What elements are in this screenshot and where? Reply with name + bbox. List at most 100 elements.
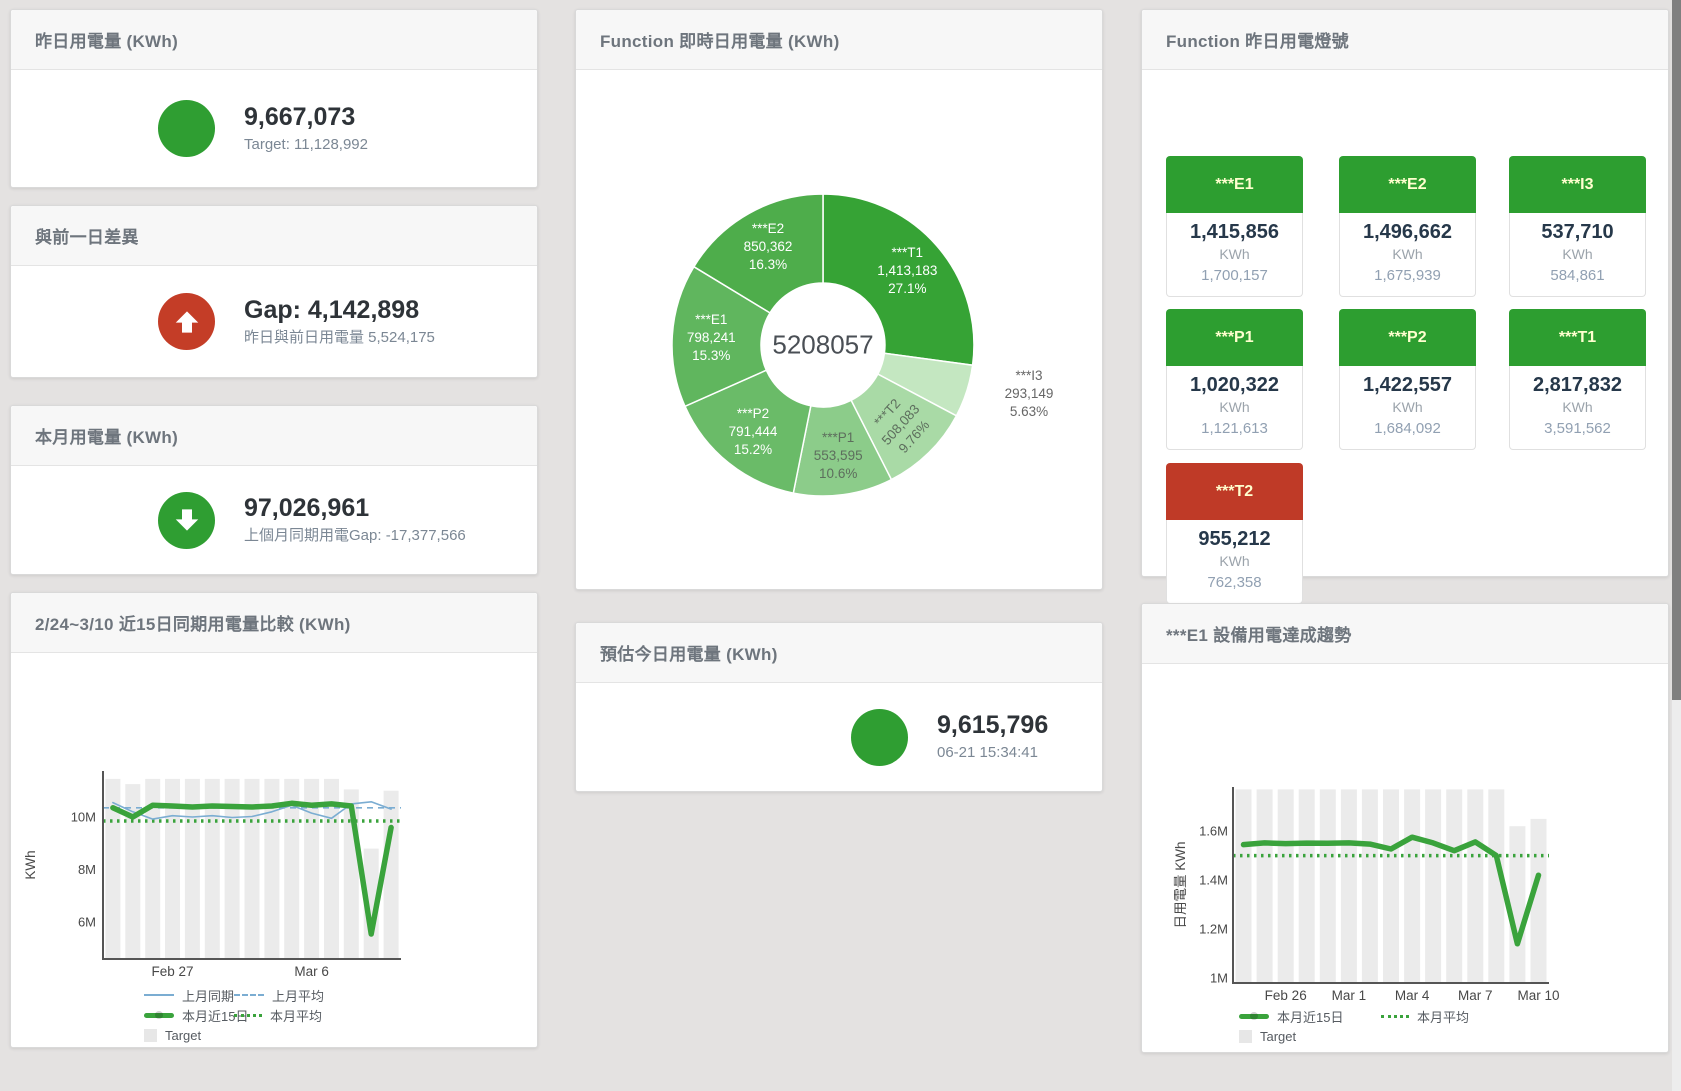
target-bar: [1277, 789, 1294, 983]
chart-area: 10M 8M 6M Feb 27 Mar 6 KWh 上月同期 上月平均 本月近15日 本月平均…: [11, 653, 537, 1047]
target-bar: [284, 778, 300, 959]
target-bar: [1383, 789, 1399, 983]
svg-text:1.4M: 1.4M: [1199, 873, 1228, 888]
legend-item-本月近15日[interactable]: 本月近15日: [1239, 1008, 1343, 1025]
svg-text:KWh: KWh: [23, 850, 38, 879]
tile-unit: KWh: [1392, 246, 1423, 262]
svg-text:Feb 27: Feb 27: [151, 964, 193, 979]
svg-text:Mar 6: Mar 6: [294, 964, 329, 979]
svg-text:1.6M: 1.6M: [1199, 824, 1228, 839]
panel-title: Function 昨日用電燈號: [1166, 32, 1349, 51]
svg-text:Mar 1: Mar 1: [1332, 988, 1367, 1003]
target-bar: [1509, 826, 1526, 983]
target-bar: [1446, 789, 1463, 983]
panel-yesterday-usage: 昨日用電量 (KWh) 9,667,073 Target: 11,128,992: [10, 9, 538, 188]
legend-item-本月平均[interactable]: 本月平均: [234, 1007, 323, 1024]
svg-text:Mar 10: Mar 10: [1517, 988, 1559, 1003]
light-tile-T2: ***T2 955,212 KWh 762,358: [1166, 463, 1303, 604]
legend-item-上月同期[interactable]: 上月同期: [144, 987, 234, 1004]
compare-legend: 上月同期 上月平均本月近15日 本月平均 Target: [11, 653, 537, 1047]
stat-subtitle: 06-21 15:34:41: [937, 744, 1038, 761]
stat-value: 9,615,796: [937, 711, 1049, 739]
panel-title: 本月用電量 (KWh): [35, 428, 179, 447]
panel-realtime-donut: Function 即時日用電量 (KWh) ***T1 1,413,183 27.1…: [575, 9, 1103, 590]
legend-swatch-thick: [1239, 1012, 1269, 1020]
stat-body: 9,615,796 06-21 15:34:41: [576, 683, 1102, 791]
stat-subtitle: 昨日與前日用電量 5,524,175: [244, 328, 435, 346]
panel-gap-prev-day: 與前一日差異 Gap: 4,142,898 昨日與前日用電量 5,524,175: [10, 205, 538, 378]
target-bar: [1488, 789, 1505, 983]
donut-slice-E2[interactable]: [692, 193, 824, 314]
svg-text:1M: 1M: [1210, 971, 1228, 986]
tile-value: 1,020,322: [1190, 374, 1279, 396]
svg-text:1.2M: 1.2M: [1199, 922, 1228, 937]
legend-item-本月平均[interactable]: 本月平均: [1381, 1008, 1469, 1025]
target-bar: [264, 778, 280, 959]
donut-slice-T1[interactable]: [822, 193, 975, 367]
panel-header: Function 即時日用電量 (KWh): [576, 10, 1102, 70]
tile-body: 1,496,662 KWh 1,675,939: [1339, 213, 1476, 297]
panel-header: 昨日用電量 (KWh): [11, 10, 537, 70]
tile-body: 537,710 KWh 584,861: [1509, 213, 1646, 297]
legend-item-上月平均[interactable]: 上月平均: [234, 987, 324, 1004]
stat-body: Gap: 4,142,898 昨日與前日用電量 5,524,175: [11, 266, 537, 377]
scrollbar-thumb[interactable]: [1672, 0, 1681, 700]
target-bar: [1298, 789, 1315, 983]
stat-value: Gap: 4,142,898: [244, 295, 420, 324]
tile-value: 1,422,557: [1363, 374, 1452, 396]
tile-target: 762,358: [1207, 574, 1262, 591]
tile-value: 1,496,662: [1363, 221, 1452, 243]
donut-slice-P2[interactable]: [684, 369, 812, 494]
light-tile-E2: ***E2 1,496,662 KWh 1,675,939: [1339, 156, 1476, 297]
donut-area: ***T1 1,413,183 27.1% ***I3 293,149 5.63% ***T…: [576, 70, 1102, 589]
legend-swatch-dotted: [1381, 1014, 1409, 1018]
stat-body: 97,026,961 上個月同期用電Gap: -17,377,566: [11, 466, 537, 574]
target-bar: [324, 778, 339, 959]
tile-target: 1,121,613: [1201, 420, 1268, 437]
target-bar: [145, 778, 161, 959]
lights-grid: ***E1 1,415,856 KWh 1,700,157 ***E2 1,496,662…: [1142, 70, 1668, 604]
target-bar: [204, 778, 220, 959]
tile-status-header: ***T1: [1509, 309, 1646, 366]
legend-item-本月近15日[interactable]: 本月近15日: [144, 1007, 248, 1024]
stat-text: 9,667,073 Target: 11,128,992: [244, 102, 368, 156]
tile-value: 1,415,856: [1190, 221, 1279, 243]
tile-status-header: ***T2: [1166, 463, 1303, 520]
panel-header: Function 昨日用電燈號: [1142, 10, 1668, 70]
trend-chart: 1.6M 1.4M 1.2M 1M Feb 26 Mar 1 Mar 4 Mar 7 Mar 1…: [1173, 787, 1560, 1003]
tile-target: 1,675,939: [1374, 267, 1441, 284]
light-tile-T1: ***T1 2,817,832 KWh 3,591,562: [1509, 309, 1646, 450]
tile-unit: KWh: [1562, 399, 1593, 415]
legend-swatch-line: [144, 994, 174, 996]
legend-label: 本月平均: [270, 1008, 323, 1024]
status-circle-icon: [851, 708, 908, 766]
legend-item-Target[interactable]: Target: [1239, 1028, 1296, 1044]
svg-text:Feb 26: Feb 26: [1265, 988, 1307, 1003]
tile-target: 584,861: [1550, 267, 1605, 284]
tile-value: 537,710: [1541, 221, 1614, 243]
stat-value: 9,667,073: [244, 102, 356, 131]
panel-title: 預估今日用電量 (KWh): [600, 645, 778, 664]
donut-chart: [671, 193, 975, 497]
legend-swatch-box: [1239, 1029, 1252, 1043]
light-tile-E1: ***E1 1,415,856 KWh 1,700,157: [1166, 156, 1303, 297]
tile-status-header: ***E2: [1339, 156, 1476, 213]
light-tile-P2: ***P2 1,422,557 KWh 1,684,092: [1339, 309, 1476, 450]
light-tile-I3: ***I3 537,710 KWh 584,861: [1509, 156, 1646, 297]
tile-target: 1,700,157: [1201, 267, 1268, 284]
stat-value: 97,026,961: [244, 494, 370, 522]
svg-text:Mar 7: Mar 7: [1458, 988, 1493, 1003]
target-bar: [165, 778, 180, 959]
panel-yesterday-lights: Function 昨日用電燈號 ***E1 1,415,856 KWh 1,700,1…: [1141, 9, 1669, 604]
tile-value: 955,212: [1198, 528, 1271, 550]
tile-status-header: ***P2: [1339, 309, 1476, 366]
legend-item-Target[interactable]: Target: [144, 1027, 201, 1043]
target-bar: [105, 778, 121, 959]
panel-header: 2/24~3/10 近15日同期用電量比較 (KWh): [11, 593, 537, 653]
donut-slice-E1[interactable]: [671, 265, 772, 408]
panel-title: 昨日用電量 (KWh): [35, 32, 179, 51]
tile-unit: KWh: [1219, 246, 1250, 262]
target-bar: [1361, 789, 1378, 983]
tile-target: 1,684,092: [1374, 420, 1441, 437]
stat-subtitle: 上個月同期用電Gap: -17,377,566: [244, 527, 466, 544]
